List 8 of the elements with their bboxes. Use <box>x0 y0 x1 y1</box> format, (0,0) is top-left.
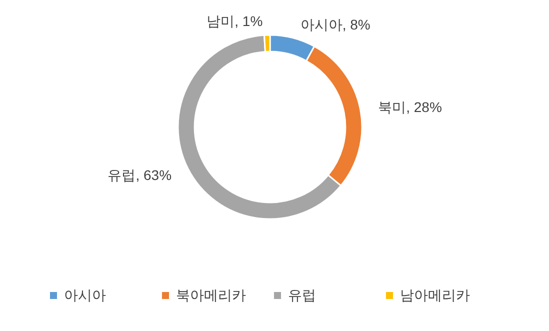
data-label: 아시아, 8% <box>300 16 370 32</box>
data-label: 남미, 1% <box>206 13 263 30</box>
legend-label: 아시아 <box>64 287 106 303</box>
legend-label: 남아메리카 <box>400 287 470 303</box>
legend-label: 유럽 <box>288 287 316 303</box>
data-label: 유럽, 63% <box>108 167 172 184</box>
data-label: 북미, 28% <box>378 99 442 116</box>
legend-label: 북아메리카 <box>176 287 246 303</box>
